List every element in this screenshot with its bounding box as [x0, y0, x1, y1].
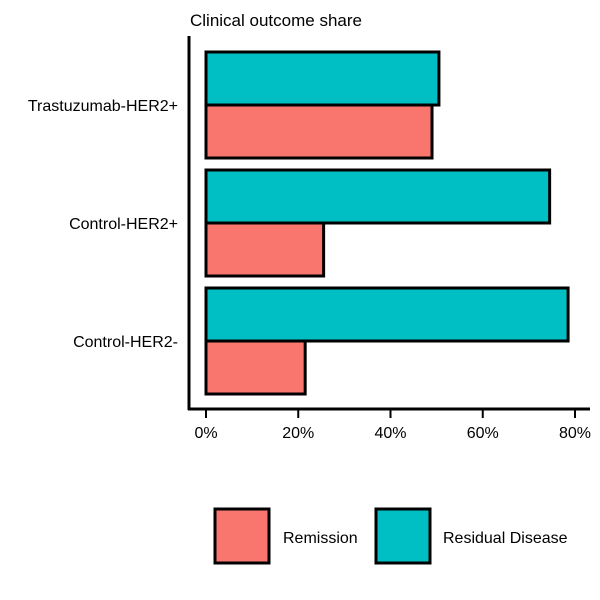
- legend: Remission Residual Disease: [213, 507, 568, 565]
- category-labels: Trastuzumab-HER2+ Control-HER2+ Control-HE…: [28, 98, 178, 351]
- chart-title: Clinical outcome share: [190, 11, 362, 30]
- bar-residual-disease-1: [204, 168, 552, 225]
- bar-remission-2: [204, 339, 307, 396]
- x-tick-label: 20%: [282, 425, 314, 442]
- legend-swatch-residual-disease: [374, 507, 432, 565]
- bar-remission-1: [204, 221, 326, 278]
- bar-residual-disease-0: [204, 50, 441, 107]
- x-tick-label: 80%: [559, 425, 591, 442]
- bar-remission-0: [204, 103, 434, 160]
- legend-swatch-remission: [213, 507, 271, 565]
- x-tick-label: 0%: [194, 425, 217, 442]
- bars-group: [204, 50, 570, 396]
- x-tick-label: 40%: [374, 425, 406, 442]
- category-label: Control-HER2+: [69, 216, 178, 233]
- category-label: Control-HER2-: [73, 334, 178, 351]
- category-label: Trastuzumab-HER2+: [28, 98, 178, 115]
- legend-label: Residual Disease: [443, 530, 568, 547]
- legend-label: Remission: [283, 530, 358, 547]
- bar-residual-disease-2: [204, 286, 570, 343]
- x-tick-label: 60%: [467, 425, 499, 442]
- x-ticks: 0% 20% 40% 60% 80%: [194, 410, 591, 442]
